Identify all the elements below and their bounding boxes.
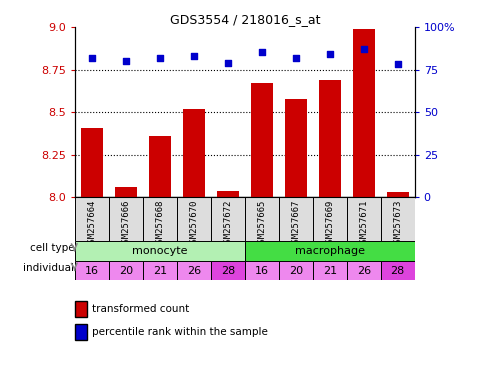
Text: transformed count: transformed count xyxy=(92,304,189,314)
Text: individual: individual xyxy=(23,263,75,273)
Text: GSM257673: GSM257673 xyxy=(393,200,401,248)
FancyBboxPatch shape xyxy=(346,261,380,280)
FancyBboxPatch shape xyxy=(143,197,177,241)
Point xyxy=(224,60,231,66)
FancyBboxPatch shape xyxy=(75,241,244,261)
FancyBboxPatch shape xyxy=(380,197,414,241)
Point xyxy=(88,55,96,61)
Bar xyxy=(115,187,137,197)
FancyBboxPatch shape xyxy=(109,261,143,280)
Text: GSM257668: GSM257668 xyxy=(155,200,164,248)
Text: GSM257665: GSM257665 xyxy=(257,200,266,248)
Bar xyxy=(81,127,103,197)
FancyBboxPatch shape xyxy=(380,261,414,280)
FancyBboxPatch shape xyxy=(75,197,109,241)
Text: cell type: cell type xyxy=(30,243,75,253)
Text: 20: 20 xyxy=(119,266,133,276)
Text: monocyte: monocyte xyxy=(132,246,187,256)
Text: 28: 28 xyxy=(220,266,235,276)
Point xyxy=(291,55,299,61)
Bar xyxy=(318,80,340,197)
Bar xyxy=(284,99,306,197)
Bar xyxy=(352,28,374,197)
Text: 16: 16 xyxy=(255,266,268,276)
Text: percentile rank within the sample: percentile rank within the sample xyxy=(92,327,268,337)
Text: 20: 20 xyxy=(288,266,302,276)
Text: 21: 21 xyxy=(152,266,167,276)
Point xyxy=(325,51,333,57)
Point xyxy=(122,58,130,64)
FancyBboxPatch shape xyxy=(75,261,109,280)
Bar xyxy=(386,192,408,197)
Point xyxy=(190,53,197,59)
Point xyxy=(257,50,265,56)
Text: 16: 16 xyxy=(85,266,99,276)
FancyBboxPatch shape xyxy=(278,197,312,241)
FancyBboxPatch shape xyxy=(244,261,278,280)
Text: GSM257666: GSM257666 xyxy=(121,200,130,248)
FancyBboxPatch shape xyxy=(312,197,346,241)
FancyBboxPatch shape xyxy=(244,197,278,241)
Text: 21: 21 xyxy=(322,266,336,276)
Text: 28: 28 xyxy=(390,266,404,276)
FancyBboxPatch shape xyxy=(143,261,177,280)
FancyBboxPatch shape xyxy=(278,261,312,280)
Text: GSM257667: GSM257667 xyxy=(291,200,300,248)
Text: 26: 26 xyxy=(356,266,370,276)
FancyBboxPatch shape xyxy=(211,261,244,280)
FancyBboxPatch shape xyxy=(177,197,211,241)
Bar xyxy=(216,190,239,197)
Text: GSM257670: GSM257670 xyxy=(189,200,198,248)
Text: 26: 26 xyxy=(186,266,201,276)
Bar xyxy=(182,109,205,197)
FancyBboxPatch shape xyxy=(346,197,380,241)
Point xyxy=(359,46,367,52)
Text: GSM257672: GSM257672 xyxy=(223,200,232,248)
Point xyxy=(393,61,401,68)
FancyBboxPatch shape xyxy=(177,261,211,280)
Bar xyxy=(250,83,272,197)
Text: GSM257669: GSM257669 xyxy=(325,200,333,248)
Bar xyxy=(149,136,171,197)
FancyBboxPatch shape xyxy=(312,261,346,280)
Point xyxy=(156,55,164,61)
Title: GDS3554 / 218016_s_at: GDS3554 / 218016_s_at xyxy=(169,13,319,26)
Text: GSM257671: GSM257671 xyxy=(359,200,367,248)
Text: GSM257664: GSM257664 xyxy=(88,200,96,248)
FancyBboxPatch shape xyxy=(211,197,244,241)
Text: macrophage: macrophage xyxy=(294,246,364,256)
FancyBboxPatch shape xyxy=(109,197,143,241)
FancyBboxPatch shape xyxy=(244,241,414,261)
